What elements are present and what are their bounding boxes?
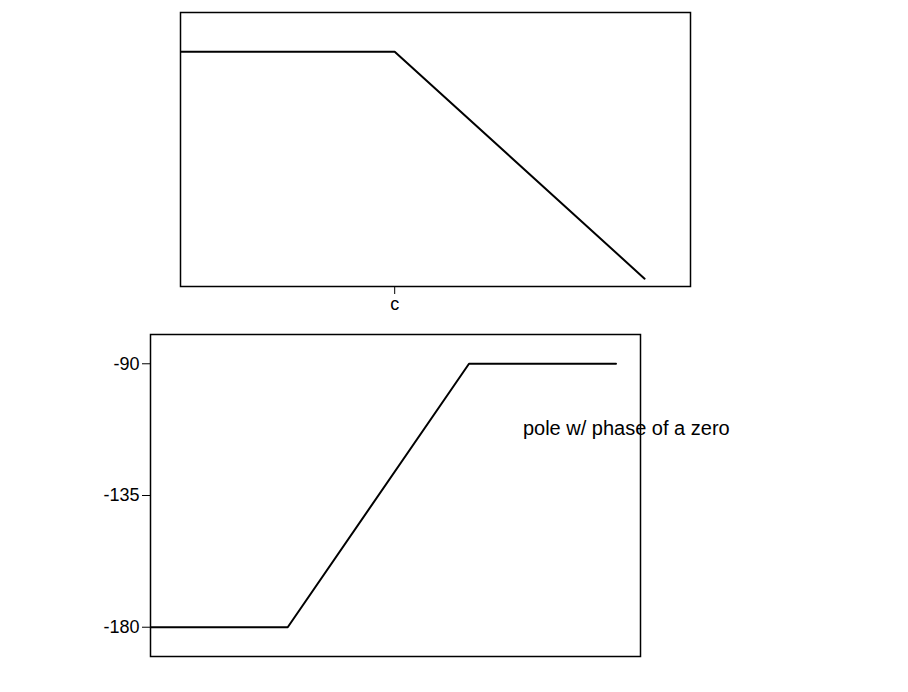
svg-text:-90: -90: [113, 354, 139, 374]
svg-text:c: c: [390, 294, 399, 314]
svg-text:pole w/ phase of a zero: pole w/ phase of a zero: [523, 417, 730, 439]
svg-text:-135: -135: [103, 485, 139, 505]
svg-text:-180: -180: [103, 617, 139, 637]
